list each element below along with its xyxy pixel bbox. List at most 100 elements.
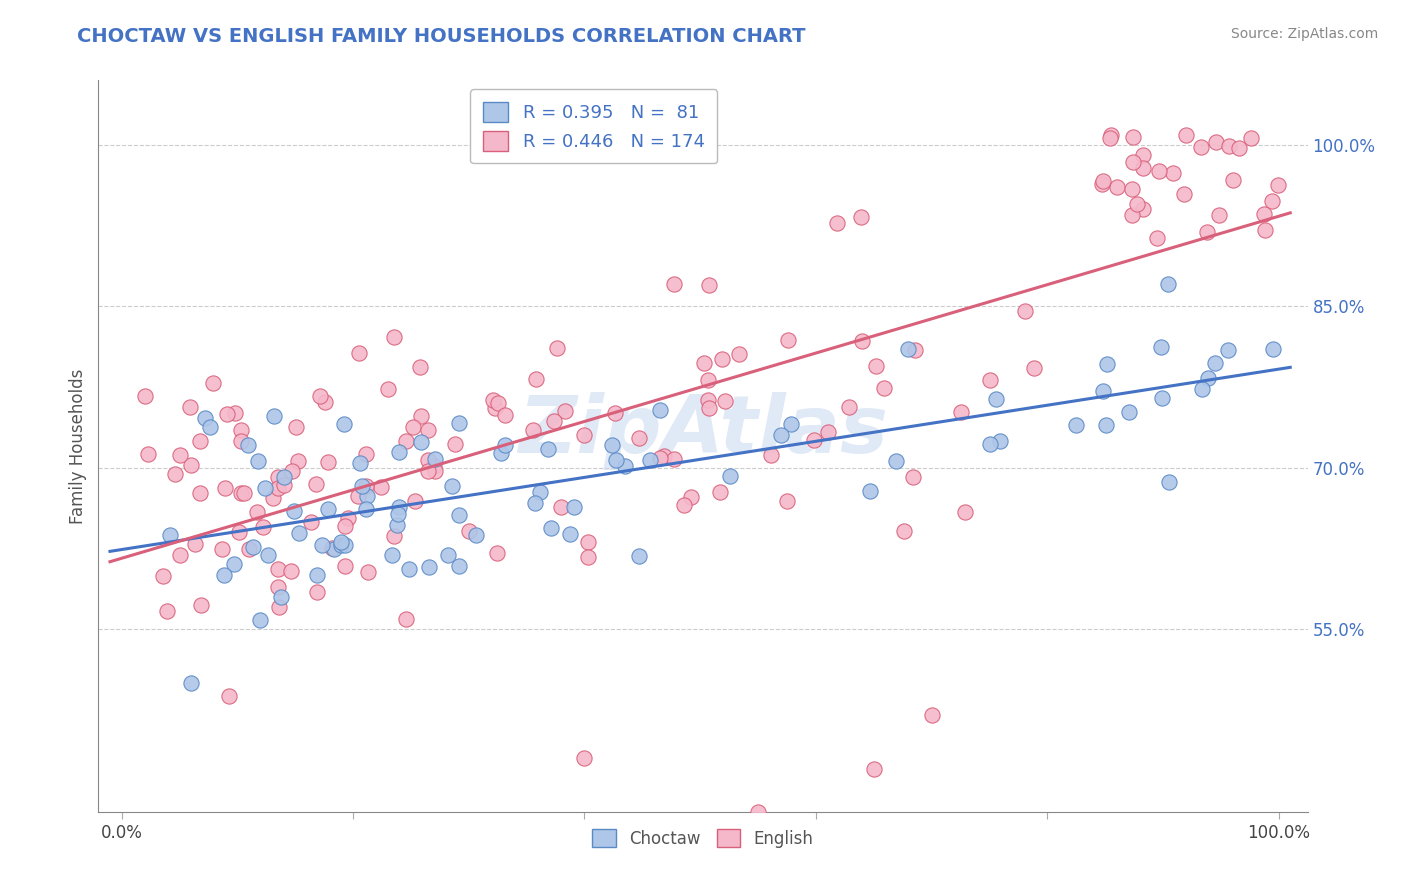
Point	[710, 351, 733, 366]
Point	[180, 675, 202, 690]
Point	[1267, 178, 1289, 192]
Point	[443, 437, 465, 451]
Point	[398, 562, 420, 576]
Point	[418, 559, 440, 574]
Point	[1122, 129, 1144, 144]
Point	[693, 356, 716, 370]
Point	[395, 434, 418, 448]
Point	[884, 454, 907, 468]
Point	[1132, 202, 1154, 217]
Point	[522, 423, 544, 437]
Point	[387, 507, 409, 521]
Point	[546, 341, 568, 355]
Point	[627, 549, 650, 564]
Point	[273, 478, 295, 492]
Point	[613, 458, 636, 473]
Point	[152, 569, 174, 583]
Point	[1132, 148, 1154, 162]
Point	[770, 428, 793, 442]
Point	[979, 436, 1001, 450]
Point	[681, 490, 703, 504]
Point	[1197, 371, 1219, 385]
Point	[897, 342, 920, 356]
Point	[1022, 360, 1045, 375]
Point	[484, 401, 506, 415]
Point	[252, 520, 274, 534]
Point	[1092, 384, 1115, 399]
Point	[404, 494, 426, 508]
Point	[183, 537, 205, 551]
Point	[180, 458, 202, 473]
Point	[249, 613, 271, 627]
Point	[652, 449, 675, 463]
Point	[921, 707, 943, 722]
Point	[759, 448, 782, 462]
Point	[387, 517, 409, 532]
Point	[257, 548, 280, 562]
Point	[246, 505, 269, 519]
Point	[416, 423, 439, 437]
Point	[349, 456, 371, 470]
Point	[699, 401, 721, 415]
Point	[266, 481, 288, 495]
Point	[1095, 417, 1118, 432]
Point	[134, 389, 156, 403]
Point	[560, 527, 582, 541]
Point	[333, 538, 356, 552]
Point	[267, 562, 290, 576]
Point	[333, 417, 356, 432]
Point	[346, 489, 368, 503]
Point	[356, 566, 378, 580]
Point	[747, 805, 769, 819]
Point	[194, 411, 217, 425]
Point	[423, 464, 446, 478]
Point	[165, 467, 187, 481]
Point	[574, 751, 596, 765]
Text: CHOCTAW VS ENGLISH FAMILY HOUSEHOLDS CORRELATION CHART: CHOCTAW VS ENGLISH FAMILY HOUSEHOLDS COR…	[77, 27, 806, 45]
Point	[416, 464, 439, 478]
Point	[1121, 208, 1143, 222]
Point	[356, 489, 378, 503]
Point	[321, 541, 343, 556]
Point	[314, 395, 336, 409]
Point	[224, 406, 246, 420]
Point	[662, 277, 685, 291]
Point	[602, 438, 624, 452]
Point	[697, 392, 720, 407]
Point	[231, 434, 253, 449]
Point	[1146, 231, 1168, 245]
Point	[554, 404, 576, 418]
Point	[370, 480, 392, 494]
Point	[202, 376, 225, 390]
Point	[329, 538, 352, 552]
Point	[354, 479, 377, 493]
Point	[215, 407, 238, 421]
Text: Source: ZipAtlas.com: Source: ZipAtlas.com	[1230, 27, 1378, 41]
Point	[776, 493, 799, 508]
Point	[322, 541, 344, 556]
Point	[270, 590, 292, 604]
Point	[441, 479, 464, 493]
Point	[491, 446, 513, 460]
Point	[333, 518, 356, 533]
Point	[305, 585, 328, 599]
Point	[1064, 417, 1087, 432]
Point	[229, 423, 252, 437]
Point	[283, 504, 305, 518]
Point	[288, 525, 311, 540]
Point	[381, 548, 404, 562]
Point	[211, 541, 233, 556]
Point	[605, 453, 627, 467]
Point	[1091, 174, 1114, 188]
Point	[280, 564, 302, 578]
Point	[447, 559, 470, 574]
Point	[718, 468, 741, 483]
Point	[1254, 223, 1277, 237]
Point	[267, 600, 290, 615]
Point	[214, 568, 236, 582]
Point	[697, 277, 720, 292]
Point	[1014, 304, 1036, 318]
Point	[262, 491, 284, 506]
Legend: Choctaw, English: Choctaw, English	[586, 822, 820, 855]
Point	[238, 541, 260, 556]
